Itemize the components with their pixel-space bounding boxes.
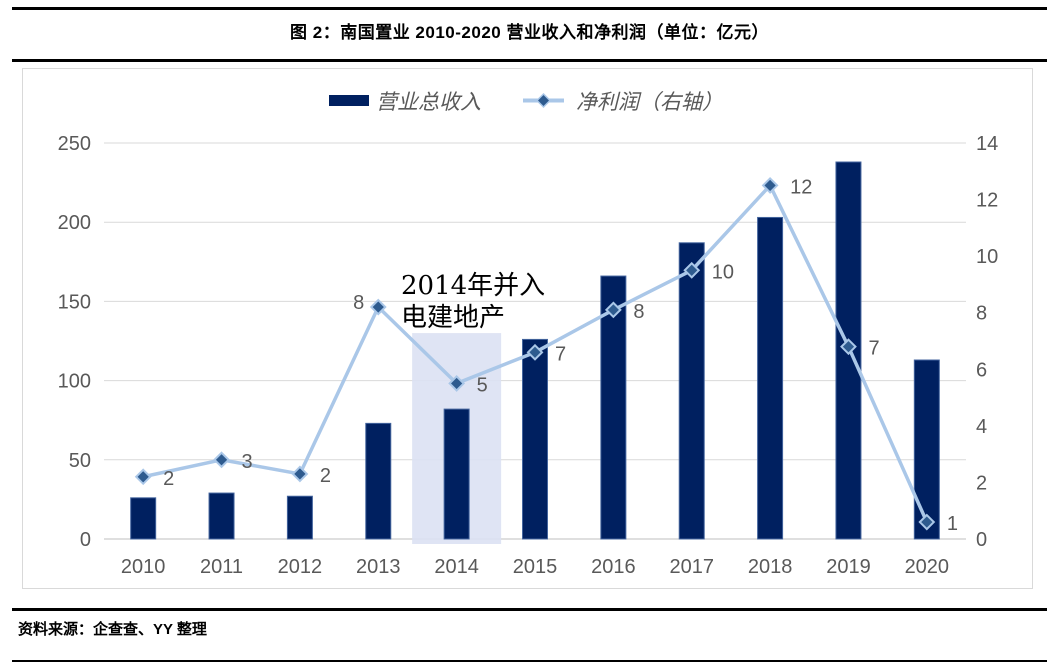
bar-2015 xyxy=(522,338,548,540)
bar-2013 xyxy=(365,422,392,540)
title-divider xyxy=(12,59,1047,62)
point-label: 2 xyxy=(163,468,174,490)
point-label: 8 xyxy=(633,301,644,323)
right-axis-tick: 2 xyxy=(976,472,987,494)
x-axis-label: 2015 xyxy=(513,556,558,578)
bar-2017 xyxy=(678,242,705,540)
left-axis-tick: 200 xyxy=(58,212,91,234)
left-axis-tick: 0 xyxy=(80,529,91,551)
x-axis-label: 2020 xyxy=(905,556,950,578)
marker-2020 xyxy=(918,513,936,531)
bar-2012 xyxy=(286,495,313,540)
x-axis-label: 2017 xyxy=(669,556,714,578)
left-axis-tick: 100 xyxy=(58,371,91,393)
x-axis-label: 2012 xyxy=(278,556,323,578)
point-label: 7 xyxy=(555,343,566,365)
bar-2010 xyxy=(130,497,157,540)
marker-2017 xyxy=(683,261,701,279)
source-note: 资料来源：企查查、YY 整理 xyxy=(18,621,207,638)
bar-2011 xyxy=(208,492,235,540)
legend-line-marker xyxy=(535,92,552,109)
marker-2013 xyxy=(369,298,387,316)
right-axis-tick: 14 xyxy=(976,133,998,155)
right-axis-tick: 10 xyxy=(976,246,998,268)
annotation-text: 电建地产 xyxy=(401,303,505,333)
marker-2018 xyxy=(761,177,779,194)
legend-line-label: 净利润（右轴） xyxy=(576,90,723,114)
marker-2016 xyxy=(604,301,622,319)
top-divider xyxy=(12,7,1047,10)
x-axis-label: 2016 xyxy=(591,556,636,578)
point-label: 7 xyxy=(868,338,879,360)
right-axis-tick: 8 xyxy=(976,303,987,325)
point-label: 2 xyxy=(320,465,331,487)
chart-area: 2 3 2 8 5 7 8 10 12 7 1 2014年并入 电建地产 0 50 100 150 200 250 0… xyxy=(22,68,1033,589)
figure-title: 图 2：南国置业 2010-2020 营业收入和净利润（单位：亿元） xyxy=(290,23,769,42)
marker-2010 xyxy=(134,468,152,486)
x-axis-label: 2019 xyxy=(826,556,871,578)
bar-2016 xyxy=(600,275,627,540)
left-axis-tick: 150 xyxy=(58,291,91,313)
marker-2014 xyxy=(448,375,466,392)
point-label: 5 xyxy=(477,374,488,396)
point-label: 12 xyxy=(790,176,812,198)
marker-2012 xyxy=(291,465,309,483)
bar-2018 xyxy=(757,216,784,540)
marker-2011 xyxy=(213,451,230,469)
left-axis-tick: 250 xyxy=(58,133,91,155)
right-axis-tick: 6 xyxy=(976,359,987,381)
marker-2019 xyxy=(840,338,857,356)
x-axis-label: 2013 xyxy=(356,556,401,578)
legend-bar-swatch xyxy=(329,95,369,106)
point-label: 10 xyxy=(712,261,734,283)
point-label: 8 xyxy=(353,292,364,314)
footer-divider-top xyxy=(12,608,1047,611)
x-axis-label: 2011 xyxy=(200,556,243,578)
right-axis-tick: 0 xyxy=(976,529,987,551)
left-axis-tick: 50 xyxy=(69,450,91,472)
footer-divider-bottom xyxy=(12,660,1047,662)
point-label: 3 xyxy=(242,451,253,473)
right-axis-tick: 12 xyxy=(976,190,998,212)
bar-2014 xyxy=(443,408,470,540)
right-axis-tick: 4 xyxy=(976,416,987,438)
bar-2020 xyxy=(913,359,940,540)
x-axis-label: 2018 xyxy=(748,556,793,578)
x-axis-label: 2014 xyxy=(434,556,479,578)
annotation-text: 2014年并入 xyxy=(401,271,545,301)
point-label: 1 xyxy=(947,513,958,535)
legend-bar-label: 营业总收入 xyxy=(376,90,481,114)
marker-2015 xyxy=(526,343,544,361)
x-axis-label: 2010 xyxy=(121,556,166,578)
